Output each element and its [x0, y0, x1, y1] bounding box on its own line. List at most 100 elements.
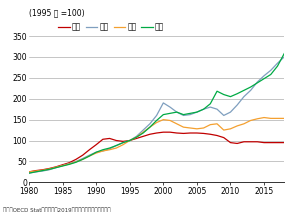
- 英国: [101, 150, 105, 152]
- 仏国: [195, 111, 199, 113]
- 米国: [162, 102, 165, 104]
- 英国: [61, 164, 64, 167]
- 日本: [195, 132, 199, 134]
- 英国: [249, 119, 252, 122]
- 仏国: [255, 82, 259, 84]
- 日本: [47, 167, 51, 170]
- 仏国: [128, 139, 131, 142]
- 仏国: [215, 90, 219, 92]
- 米国: [47, 169, 51, 171]
- 米国: [27, 172, 31, 174]
- 仏国: [121, 141, 125, 144]
- 日本: [269, 141, 273, 144]
- 英国: [135, 136, 138, 138]
- 日本: [175, 132, 178, 134]
- 英国: [209, 123, 212, 126]
- Text: 資料：OECD Stat　　出所：2019年版「情報通信白書」概要: 資料：OECD Stat 出所：2019年版「情報通信白書」概要: [3, 207, 110, 212]
- 米国: [88, 154, 91, 156]
- 英国: [142, 131, 145, 133]
- 英国: [229, 128, 232, 130]
- 仏国: [148, 126, 152, 128]
- Legend: 日本, 米国, 英国, 仏国: 日本, 米国, 英国, 仏国: [58, 22, 164, 31]
- 米国: [61, 164, 64, 167]
- 仏国: [115, 144, 118, 147]
- 仏国: [108, 147, 111, 149]
- 日本: [202, 132, 205, 135]
- 英国: [262, 116, 266, 119]
- 仏国: [249, 86, 252, 88]
- 日本: [255, 141, 259, 143]
- 英国: [222, 129, 226, 131]
- 英国: [168, 119, 172, 122]
- 仏国: [242, 89, 246, 92]
- 仏国: [209, 102, 212, 105]
- 日本: [128, 139, 131, 142]
- 米国: [135, 135, 138, 138]
- 英国: [41, 169, 44, 172]
- 日本: [135, 137, 138, 140]
- 日本: [188, 132, 192, 134]
- 英国: [54, 166, 58, 169]
- 日本: [115, 139, 118, 142]
- 仏国: [269, 73, 273, 76]
- Text: (1995 年 =100): (1995 年 =100): [29, 8, 85, 17]
- 仏国: [34, 171, 37, 173]
- 仏国: [282, 52, 286, 55]
- 米国: [175, 111, 178, 113]
- 英国: [235, 125, 239, 127]
- 米国: [168, 106, 172, 108]
- 日本: [101, 138, 105, 141]
- 仏国: [188, 112, 192, 115]
- 米国: [269, 69, 273, 72]
- 英国: [269, 117, 273, 120]
- 米国: [41, 170, 44, 172]
- 仏国: [47, 168, 51, 171]
- 日本: [54, 166, 58, 168]
- 米国: [108, 148, 111, 150]
- 仏国: [182, 113, 185, 116]
- 英国: [242, 123, 246, 125]
- 米国: [249, 89, 252, 92]
- 日本: [249, 141, 252, 143]
- 英国: [255, 117, 259, 120]
- 仏国: [235, 92, 239, 95]
- 米国: [209, 106, 212, 108]
- 米国: [242, 95, 246, 98]
- 日本: [27, 171, 31, 173]
- 仏国: [155, 119, 158, 122]
- 英国: [81, 158, 84, 161]
- 米国: [95, 151, 98, 153]
- 米国: [235, 104, 239, 106]
- 日本: [155, 132, 158, 134]
- 米国: [101, 150, 105, 152]
- 英国: [108, 148, 111, 151]
- 仏国: [142, 132, 145, 134]
- 日本: [41, 169, 44, 171]
- 英国: [95, 152, 98, 154]
- 日本: [74, 158, 78, 161]
- 英国: [68, 163, 71, 165]
- 米国: [262, 74, 266, 77]
- 仏国: [162, 113, 165, 116]
- 仏国: [88, 155, 91, 157]
- 米国: [148, 123, 152, 125]
- 日本: [262, 141, 266, 144]
- 英国: [215, 123, 219, 125]
- 英国: [162, 118, 165, 121]
- 日本: [148, 133, 152, 135]
- 米国: [202, 108, 205, 110]
- 英国: [115, 147, 118, 149]
- Line: 英国: 英国: [29, 117, 284, 172]
- 日本: [222, 136, 226, 139]
- 仏国: [276, 65, 279, 67]
- 仏国: [175, 111, 178, 113]
- 米国: [188, 113, 192, 116]
- 仏国: [101, 148, 105, 151]
- Line: 米国: 米国: [29, 57, 284, 173]
- 米国: [222, 114, 226, 117]
- 米国: [195, 111, 199, 113]
- 仏国: [27, 172, 31, 174]
- 英国: [88, 155, 91, 157]
- 米国: [34, 171, 37, 173]
- 仏国: [229, 95, 232, 98]
